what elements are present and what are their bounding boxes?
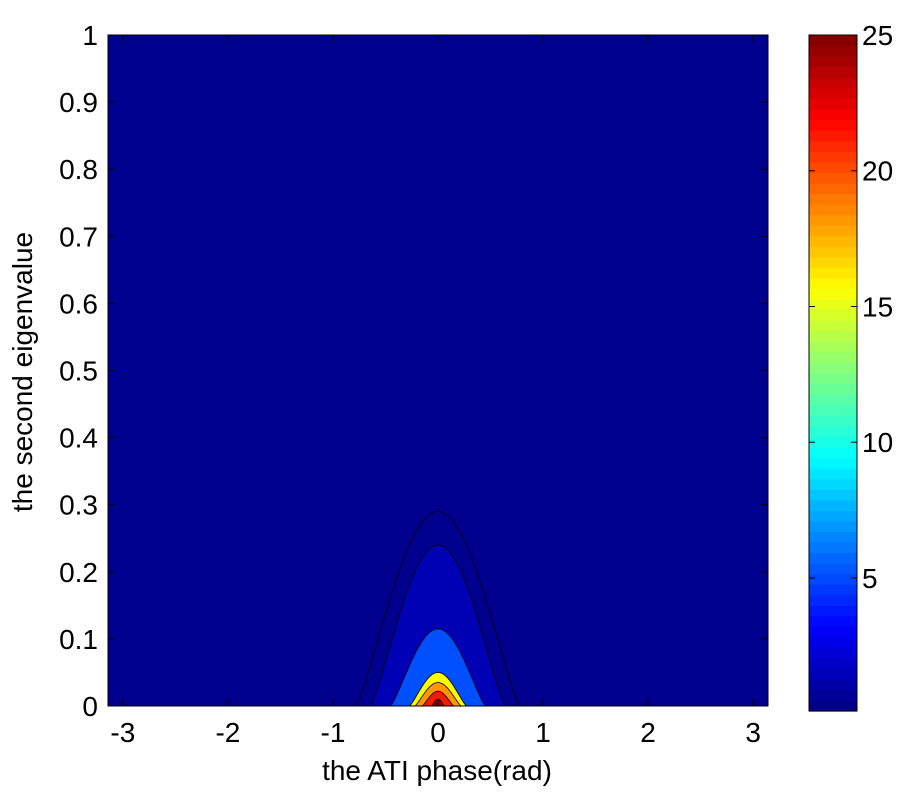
- colorbar-segment: [809, 626, 857, 638]
- colorbar-segment: [809, 373, 857, 385]
- y-tick-label: 0.9: [59, 87, 98, 118]
- colorbar-segment: [809, 56, 857, 68]
- colorbar-segment: [809, 140, 857, 152]
- colorbar-segment: [809, 615, 857, 628]
- colorbar-segment: [809, 436, 857, 448]
- colorbar-segment: [809, 668, 857, 680]
- x-axis-label: the ATI phase(rad): [322, 755, 552, 786]
- colorbar-segment: [809, 647, 857, 659]
- colorbar-segment: [809, 66, 857, 78]
- colorbar-segment: [809, 193, 857, 205]
- colorbar-tick-label: 15: [862, 291, 893, 322]
- colorbar: 5 10 15 20 25: [808, 20, 893, 712]
- colorbar-segment: [809, 404, 857, 416]
- x-tick-label: 0: [430, 717, 446, 748]
- colorbar-segment: [809, 330, 857, 342]
- colorbar-segment: [809, 510, 857, 522]
- colorbar-segment: [809, 341, 857, 353]
- colorbar-segment: [809, 542, 857, 554]
- colorbar-segment: [809, 309, 857, 321]
- colorbar-tick-label: 25: [862, 20, 893, 51]
- colorbar-segment: [809, 119, 857, 131]
- colorbar-segment: [809, 98, 857, 110]
- colorbar-segment: [809, 552, 857, 564]
- colorbar-segment: [809, 87, 857, 99]
- colorbar-segment: [809, 478, 857, 490]
- colorbar-segment: [809, 383, 857, 395]
- y-axis-label: the second eigenvalue: [7, 232, 38, 512]
- y-tick-label: 1: [82, 20, 98, 51]
- colorbar-segment: [809, 679, 857, 691]
- y-tick-label: 0.4: [59, 423, 98, 454]
- colorbar-segment: [809, 658, 857, 670]
- colorbar-segment: [809, 277, 857, 290]
- colorbar-tick-label: 20: [862, 156, 893, 187]
- y-tick-label: 0: [82, 691, 98, 722]
- y-axis: 0 0.1 0.2 0.3 0.4 0.5 0.6 0.7 0.8 0.9 1: [59, 20, 768, 722]
- x-tick-label: -2: [215, 717, 240, 748]
- colorbar-segment: [809, 45, 857, 57]
- y-tick-label: 0.3: [59, 490, 98, 521]
- colorbar-segment: [809, 246, 857, 258]
- colorbar-segment: [809, 637, 857, 649]
- colorbar-segment: [809, 573, 857, 585]
- colorbar-segment: [809, 457, 857, 469]
- colorbar-segment: [809, 689, 857, 702]
- colorbar-segment: [809, 489, 857, 501]
- colorbar-segment: [809, 172, 857, 184]
- colorbar-segment: [809, 700, 857, 712]
- colorbar-tick-label: 10: [862, 427, 893, 458]
- y-tick-label: 0.5: [59, 356, 98, 387]
- y-tick-label: 0.2: [59, 557, 98, 588]
- colorbar-frame: [808, 34, 858, 712]
- y-tick-label: 0.8: [59, 154, 98, 185]
- colorbar-tick-label: 5: [862, 563, 878, 594]
- colorbar-segment: [809, 425, 857, 437]
- colorbar-segment: [809, 531, 857, 543]
- colorbar-segment: [809, 161, 857, 173]
- colorbar-segment: [809, 108, 857, 121]
- colorbar-segment: [809, 235, 857, 247]
- colorbar-segment: [809, 605, 857, 617]
- colorbar-segment: [809, 499, 857, 511]
- colorbar-segment: [809, 35, 857, 47]
- y-tick-label: 0.1: [59, 624, 98, 655]
- colorbar-segment: [809, 594, 857, 606]
- x-tick-label: 2: [640, 717, 656, 748]
- x-tick-label: -3: [110, 717, 135, 748]
- colorbar-segment: [809, 415, 857, 427]
- colorbar-segment: [809, 299, 857, 311]
- colorbar-segment: [809, 394, 857, 406]
- colorbar-segment: [809, 468, 857, 480]
- y-tick-label: 0.6: [59, 288, 98, 319]
- x-axis: -3 -2 -1 0 1 2 3: [110, 35, 761, 748]
- x-tick-label: -1: [321, 717, 346, 748]
- colorbar-segment: [809, 214, 857, 226]
- colorbar-segment: [809, 204, 857, 216]
- contour-region-2: [389, 628, 487, 707]
- colorbar-segment: [809, 267, 857, 279]
- contour-region-6: [421, 690, 455, 707]
- y-tick-label: 0.7: [59, 221, 98, 252]
- colorbar-segment: [809, 320, 857, 332]
- x-tick-label: 3: [745, 717, 761, 748]
- colorbar-segment: [809, 520, 857, 533]
- colorbar-segment: [809, 130, 857, 142]
- colorbar-segment: [809, 446, 857, 459]
- colorbar-segment: [809, 225, 857, 237]
- plot-area: [107, 34, 769, 707]
- colorbar-segment: [809, 584, 857, 596]
- colorbar-segment: [809, 351, 857, 364]
- colorbar-segment: [809, 563, 857, 575]
- colorbar-segment: [809, 77, 857, 89]
- colorbar-segment: [809, 256, 857, 268]
- x-tick-label: 1: [535, 717, 551, 748]
- contour-region-1: [370, 544, 506, 707]
- colorbar-segment: [809, 362, 857, 374]
- colorbar-segment: [809, 182, 857, 195]
- colorbar-segment: [809, 288, 857, 300]
- colorbar-segment: [809, 151, 857, 163]
